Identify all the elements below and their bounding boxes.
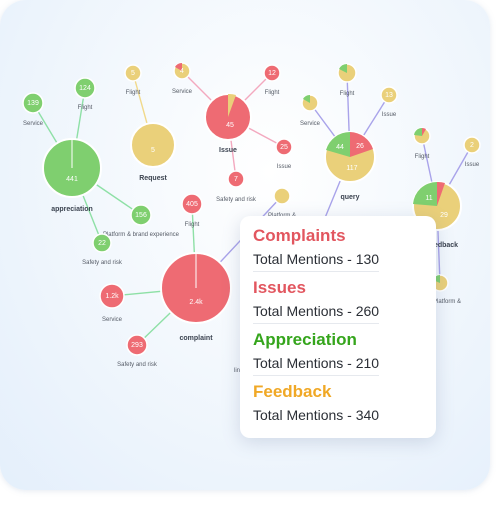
graph-node[interactable]: 44 26 117 <box>324 131 376 183</box>
node-label: Issue <box>277 164 292 170</box>
node-value: 13 <box>385 92 393 99</box>
category-feedback: Feedback Total Mentions - 340 <box>253 382 436 427</box>
node-value: 44 <box>336 144 344 151</box>
graph-node[interactable]: 124 <box>74 77 96 99</box>
node-label: Service <box>172 89 193 95</box>
hub-label: query <box>340 194 359 201</box>
node-value: 11 <box>425 195 432 202</box>
node-value: 139 <box>27 100 39 107</box>
category-total: Total Mentions - 210 <box>253 354 379 376</box>
node-value: 12 <box>268 70 276 77</box>
node-label: Flight <box>340 91 355 97</box>
node-value: 5 <box>151 147 155 154</box>
node-value: 45 <box>226 122 234 129</box>
node-label: Issue <box>465 162 480 168</box>
node-label: Flight <box>415 154 430 160</box>
node-value: 2 <box>470 142 474 149</box>
category-total: Total Mentions - 340 <box>253 407 380 423</box>
node-value: 4 <box>180 68 184 75</box>
graph-node[interactable]: 4 <box>173 62 191 80</box>
node-label: Flight <box>185 222 200 228</box>
node-label: Service <box>300 121 321 127</box>
graph-node[interactable]: 5 <box>124 64 142 82</box>
graph-node[interactable]: 441 <box>42 138 102 198</box>
node-label: lin <box>234 368 240 374</box>
graph-nodes: 441 appreciation 124 Flight 139 Service … <box>22 62 481 374</box>
category-issues: Issues Total Mentions - 260 <box>253 278 436 324</box>
graph-node[interactable] <box>413 127 431 145</box>
category-complaints: Complaints Total Mentions - 130 <box>253 226 436 272</box>
node-value: 29 <box>440 212 448 219</box>
node-label: Platform & brand experience <box>103 232 180 238</box>
category-total: Total Mentions - 130 <box>253 250 379 272</box>
category-appreciation: Appreciation Total Mentions - 210 <box>253 330 436 376</box>
node-label: Service <box>102 317 123 323</box>
graph-node[interactable]: 2.4k <box>160 252 232 324</box>
node-value: 156 <box>135 212 147 219</box>
graph-node[interactable]: 13 <box>380 86 398 104</box>
node-label: Issue <box>382 112 397 118</box>
node-label: Platform & <box>433 299 461 305</box>
hub-label: Request <box>139 175 167 182</box>
graph-node[interactable] <box>337 63 357 83</box>
node-label: Flight <box>78 105 93 111</box>
category-title: Issues <box>253 278 306 297</box>
node-value: 7 <box>234 176 238 183</box>
graph-node[interactable]: 22 <box>92 233 112 253</box>
node-label: Safety and risk <box>216 197 257 203</box>
hub-label: Issue <box>219 147 237 154</box>
hub-label: complaint <box>179 335 213 342</box>
category-title: Appreciation <box>253 330 357 349</box>
graph-node[interactable]: 156 <box>130 204 152 226</box>
graph-node[interactable]: 7 <box>227 170 245 188</box>
graph-node[interactable]: 2 <box>463 136 481 154</box>
category-title: Feedback <box>253 382 332 401</box>
node-label: Safety and risk <box>82 260 123 266</box>
node-value: 26 <box>356 143 364 150</box>
node-label: Flight <box>126 90 141 96</box>
graph-node[interactable]: 12 <box>263 64 281 82</box>
graph-node[interactable] <box>273 187 291 205</box>
category-title: Complaints <box>253 226 346 245</box>
node-label: Safety and risk <box>117 362 158 368</box>
node-value: 5 <box>131 70 135 77</box>
node-value: 25 <box>280 144 288 151</box>
node-value: 124 <box>79 85 91 92</box>
category-total: Total Mentions - 260 <box>253 302 379 324</box>
mentions-summary-panel: Complaints Total Mentions - 130 Issues T… <box>240 216 436 438</box>
graph-node[interactable]: 1.2k <box>99 283 125 309</box>
mentions-network-card: 441 appreciation 124 Flight 139 Service … <box>0 0 490 490</box>
hub-label: edback <box>434 242 458 249</box>
node-value: 2.4k <box>189 299 203 306</box>
node-value: 405 <box>186 201 198 208</box>
node-value: 1.2k <box>105 293 119 300</box>
graph-node[interactable]: 45 <box>204 93 252 141</box>
graph-node[interactable]: 5 <box>130 122 176 168</box>
node-label: Service <box>23 121 44 127</box>
node-value: 22 <box>98 240 106 247</box>
graph-node[interactable]: 405 <box>181 193 203 215</box>
graph-node[interactable]: 293 <box>126 334 148 356</box>
graph-node[interactable]: 25 <box>275 138 293 156</box>
node-value: 293 <box>131 342 143 349</box>
node-label: Flight <box>265 90 280 96</box>
mentions-network-graph[interactable]: 441 appreciation 124 Flight 139 Service … <box>0 0 490 490</box>
node-value: 441 <box>66 176 78 183</box>
hub-label: appreciation <box>51 206 93 213</box>
graph-node[interactable] <box>301 94 319 112</box>
node-value: 117 <box>346 165 357 172</box>
graph-node[interactable]: 139 <box>22 92 44 114</box>
